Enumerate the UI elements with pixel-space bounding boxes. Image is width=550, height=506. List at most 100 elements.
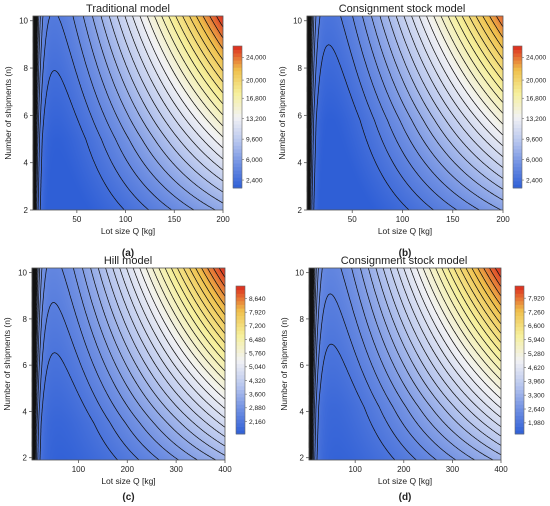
colorbar-band [513, 106, 522, 111]
x-tick-label: 300 [446, 465, 460, 474]
panel-caption: (c) [122, 492, 134, 503]
colorbar-band [513, 77, 522, 82]
colorbar-band [236, 315, 245, 320]
colorbar-tick-label: 2,880 [249, 405, 266, 412]
x-tick-label: 100 [72, 465, 86, 474]
colorbar-frame [232, 45, 243, 189]
colorbar-frame [235, 285, 246, 435]
colorbar-tick-label: 5,760 [249, 350, 266, 357]
colorbar-band [236, 385, 245, 390]
colorbar-band [233, 152, 242, 157]
colorbar-band [233, 81, 242, 86]
colorbar-band [236, 408, 245, 413]
colorbar-band [236, 404, 245, 409]
colorbar-band [515, 408, 524, 413]
colorbar-band [236, 426, 245, 431]
colorbar-band [515, 297, 524, 302]
colorbar-band [236, 337, 245, 342]
x-tick-label: 150 [446, 215, 460, 224]
colorbar-band [233, 163, 242, 168]
colorbar-band [236, 422, 245, 427]
colorbar-band [233, 127, 242, 132]
colorbar-band [515, 315, 524, 320]
colorbar-band [236, 330, 245, 335]
y-tick-label: 8 [24, 64, 29, 73]
y-tick-label: 8 [300, 315, 305, 324]
x-tick-label: 50 [348, 215, 357, 224]
colorbar-band [233, 77, 242, 82]
x-tick-label: 100 [348, 465, 362, 474]
colorbar-band [515, 304, 524, 309]
colorbar-band [233, 74, 242, 79]
colorbar-band [515, 300, 524, 305]
colorbar-band [513, 60, 522, 65]
colorbar-tick-label: 6,480 [249, 337, 266, 344]
colorbar-tick-label: 2,400 [526, 177, 543, 184]
y-tick-label: 4 [23, 407, 28, 416]
colorbar-band [513, 173, 522, 178]
x-axis-label: Lot size Q [kg] [378, 476, 432, 486]
colorbar-band [513, 63, 522, 68]
colorbar-band [233, 184, 242, 189]
contour-fill [32, 268, 225, 460]
x-tick-label: 400 [494, 465, 508, 474]
colorbar-band [513, 166, 522, 171]
colorbar-band [233, 113, 242, 118]
colorbar-tick-label: 13,200 [526, 116, 547, 123]
colorbar-tick-label: 3,960 [528, 379, 545, 386]
colorbar-band [513, 145, 522, 150]
colorbar-tick-label: 2,160 [249, 419, 266, 426]
colorbar-band [515, 393, 524, 398]
panel-title: Consignment stock model [341, 255, 468, 267]
colorbar-tick-label: 5,940 [528, 337, 545, 344]
colorbar-band [233, 145, 242, 150]
colorbar-band [233, 56, 242, 61]
x-tick-label: 100 [119, 215, 133, 224]
x-tick-label: 400 [218, 465, 232, 474]
colorbar-band [515, 426, 524, 431]
colorbar-band [515, 334, 524, 339]
colorbar-band [233, 53, 242, 58]
contour-lines [32, 15, 224, 211]
colorbar-band [236, 356, 245, 361]
colorbar-band [236, 363, 245, 368]
y-tick-label: 6 [298, 111, 303, 120]
colorbar-band [513, 180, 522, 185]
x-tick-label: 200 [496, 215, 510, 224]
colorbar-band [233, 109, 242, 114]
y-tick-label: 10 [293, 17, 302, 26]
y-tick-label: 10 [295, 269, 304, 278]
colorbar-band [236, 334, 245, 339]
colorbar-band [515, 330, 524, 335]
colorbar-band [513, 92, 522, 97]
colorbar-band [515, 345, 524, 350]
colorbar-band [236, 374, 245, 379]
colorbar-band [515, 352, 524, 357]
colorbar-band [236, 360, 245, 365]
panel-title: Consignment stock model [339, 3, 466, 15]
colorbar-band [515, 360, 524, 365]
colorbar-band [515, 348, 524, 353]
colorbar-band [515, 385, 524, 390]
y-tick-label: 8 [298, 64, 303, 73]
colorbar-tick-label: 2,640 [528, 406, 545, 413]
colorbar-band [236, 300, 245, 305]
colorbar: 2,400 6,000 9,600 13,200 16,800 20,000 24,000 [232, 45, 267, 189]
colorbar-band [233, 124, 242, 129]
panel-c: 100 200 300 400 2 4 6 8 10 Hill model Lot size Q [… [2, 255, 266, 503]
colorbar-tick-label: 20,000 [526, 77, 547, 84]
colorbar-tick-label: 6,000 [526, 157, 543, 164]
colorbar-band [513, 49, 522, 54]
colorbar-band [236, 400, 245, 405]
colorbar-band [513, 148, 522, 153]
x-tick-label: 200 [397, 465, 411, 474]
colorbar-band [513, 74, 522, 79]
y-tick-label: 4 [24, 159, 29, 168]
x-tick-label: 200 [216, 215, 230, 224]
colorbar-band [233, 63, 242, 68]
colorbar-band [513, 99, 522, 104]
colorbar-band [233, 60, 242, 65]
colorbar-band [233, 170, 242, 175]
colorbar-band [236, 348, 245, 353]
